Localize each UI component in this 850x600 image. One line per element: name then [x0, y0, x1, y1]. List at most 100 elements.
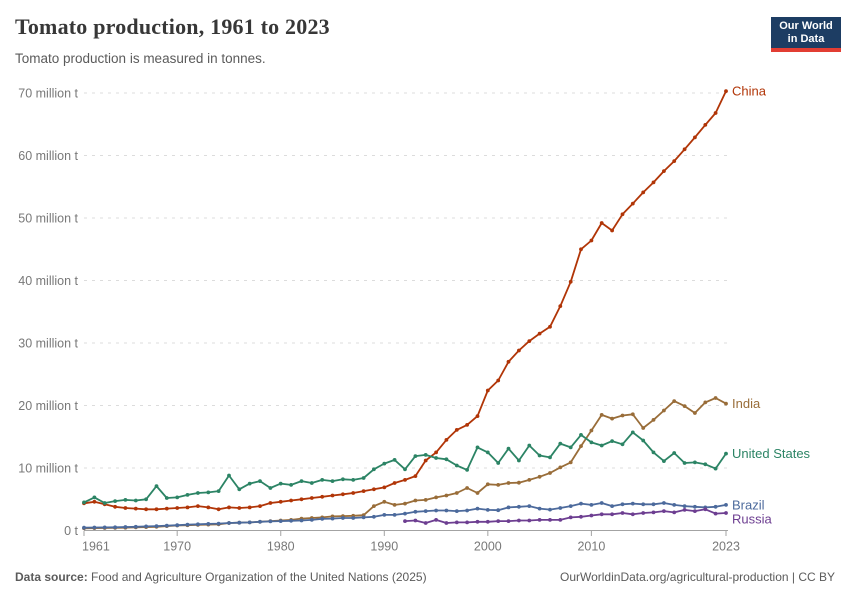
data-point[interactable] [434, 518, 438, 522]
data-point[interactable] [133, 506, 138, 511]
data-point[interactable] [361, 515, 366, 520]
data-point[interactable] [506, 505, 511, 510]
data-point[interactable] [102, 525, 107, 530]
data-point[interactable] [506, 519, 511, 523]
data-point[interactable] [164, 523, 169, 528]
data-point[interactable] [620, 442, 625, 447]
data-point[interactable] [392, 513, 397, 517]
data-point[interactable] [713, 466, 718, 471]
data-point[interactable] [558, 518, 563, 522]
data-point[interactable] [216, 489, 221, 493]
data-point[interactable] [610, 228, 614, 233]
data-point[interactable] [351, 516, 356, 520]
data-point[interactable] [527, 339, 532, 343]
data-point[interactable] [382, 485, 387, 490]
data-point[interactable] [527, 518, 532, 523]
data-point[interactable] [568, 460, 573, 465]
data-point[interactable] [630, 501, 635, 506]
data-point[interactable] [485, 482, 490, 487]
data-point[interactable] [517, 504, 521, 509]
data-point[interactable] [682, 147, 687, 152]
data-point[interactable] [289, 518, 293, 523]
data-point[interactable] [620, 502, 625, 507]
data-point[interactable] [382, 499, 387, 504]
data-point[interactable] [216, 507, 221, 512]
data-point[interactable] [102, 501, 107, 505]
data-point[interactable] [372, 467, 376, 472]
data-point[interactable] [527, 478, 532, 482]
data-point[interactable] [351, 478, 356, 482]
series-label-united-states[interactable]: United States [732, 446, 811, 461]
data-point[interactable] [454, 509, 459, 513]
data-point[interactable] [703, 123, 708, 127]
data-point[interactable] [133, 498, 138, 503]
data-point[interactable] [361, 476, 366, 480]
data-point[interactable] [413, 454, 418, 458]
data-point[interactable] [651, 502, 656, 507]
data-point[interactable] [641, 438, 646, 443]
data-point[interactable] [123, 498, 128, 502]
data-point[interactable] [82, 500, 86, 505]
data-point[interactable] [537, 518, 542, 522]
data-point[interactable] [144, 524, 149, 529]
data-point[interactable] [268, 519, 273, 524]
data-point[interactable] [227, 473, 231, 478]
data-point[interactable] [517, 480, 521, 485]
data-point[interactable] [175, 523, 180, 528]
data-point[interactable] [465, 423, 469, 427]
series-line-india[interactable] [83, 397, 727, 530]
data-point[interactable] [465, 468, 469, 472]
data-point[interactable] [341, 477, 345, 482]
data-point[interactable] [475, 414, 480, 418]
data-point[interactable] [403, 467, 407, 472]
data-point[interactable] [558, 441, 563, 446]
data-point[interactable] [610, 504, 614, 508]
data-point[interactable] [620, 212, 625, 217]
data-point[interactable] [372, 504, 376, 508]
data-point[interactable] [330, 493, 335, 498]
data-point[interactable] [392, 458, 397, 462]
data-point[interactable] [599, 512, 604, 517]
data-point[interactable] [548, 518, 552, 522]
data-point[interactable] [724, 503, 728, 507]
data-point[interactable] [537, 474, 542, 479]
data-point[interactable] [434, 450, 438, 455]
data-point[interactable] [630, 430, 635, 435]
data-point[interactable] [454, 520, 459, 525]
data-point[interactable] [196, 491, 200, 495]
data-point[interactable] [320, 494, 325, 499]
data-point[interactable] [506, 481, 511, 485]
data-point[interactable] [206, 505, 211, 510]
data-point[interactable] [372, 514, 376, 519]
data-point[interactable] [579, 433, 583, 437]
data-point[interactable] [672, 503, 677, 507]
data-point[interactable] [713, 111, 718, 115]
data-point[interactable] [185, 493, 190, 497]
data-point[interactable] [299, 518, 304, 523]
data-point[interactable] [123, 506, 128, 510]
data-point[interactable] [454, 463, 459, 468]
data-point[interactable] [496, 483, 501, 487]
data-point[interactable] [361, 489, 366, 493]
data-point[interactable] [651, 510, 656, 515]
data-point[interactable] [568, 445, 573, 450]
data-point[interactable] [651, 450, 656, 455]
series-china[interactable]: China [82, 84, 767, 512]
data-point[interactable] [392, 503, 397, 507]
data-point[interactable] [517, 518, 521, 523]
data-point[interactable] [672, 451, 677, 455]
data-point[interactable] [278, 499, 283, 504]
data-point[interactable] [496, 519, 501, 523]
data-point[interactable] [517, 458, 521, 463]
data-point[interactable] [309, 518, 314, 522]
data-point[interactable] [113, 504, 117, 509]
data-point[interactable] [558, 506, 563, 510]
data-point[interactable] [641, 502, 646, 507]
data-point[interactable] [268, 486, 273, 490]
data-point[interactable] [599, 221, 604, 225]
data-point[interactable] [641, 426, 646, 430]
data-point[interactable] [113, 525, 117, 530]
data-point[interactable] [703, 400, 708, 405]
data-point[interactable] [579, 501, 583, 506]
data-point[interactable] [630, 412, 635, 417]
